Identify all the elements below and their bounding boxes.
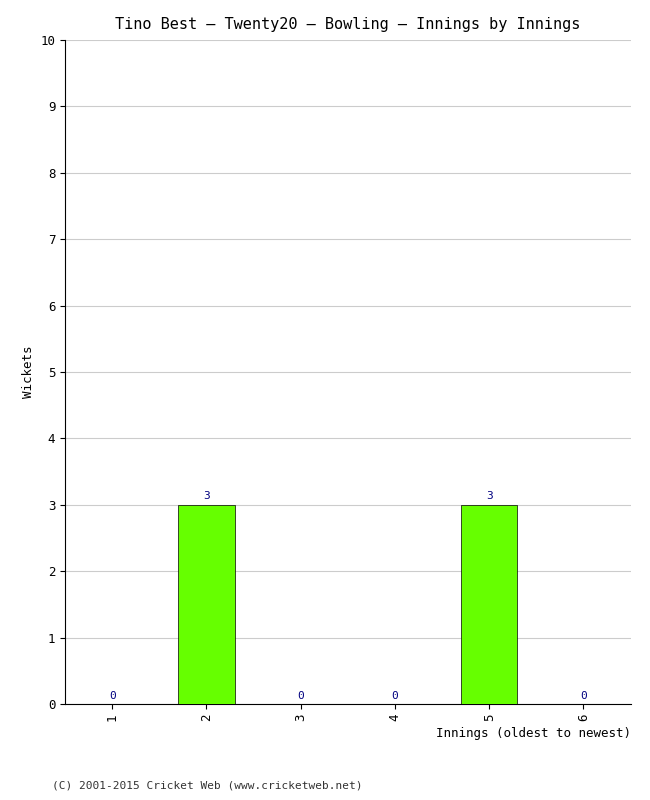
Text: 0: 0 <box>109 690 116 701</box>
Title: Tino Best – Twenty20 – Bowling – Innings by Innings: Tino Best – Twenty20 – Bowling – Innings… <box>115 17 580 32</box>
X-axis label: Innings (oldest to newest): Innings (oldest to newest) <box>436 726 630 740</box>
Text: 3: 3 <box>203 491 210 502</box>
Text: 3: 3 <box>486 491 493 502</box>
Y-axis label: Wickets: Wickets <box>21 346 34 398</box>
Text: 0: 0 <box>391 690 398 701</box>
Text: 0: 0 <box>297 690 304 701</box>
Bar <box>178 505 235 704</box>
Bar <box>461 505 517 704</box>
Text: 0: 0 <box>580 690 587 701</box>
Text: (C) 2001-2015 Cricket Web (www.cricketweb.net): (C) 2001-2015 Cricket Web (www.cricketwe… <box>52 781 363 790</box>
